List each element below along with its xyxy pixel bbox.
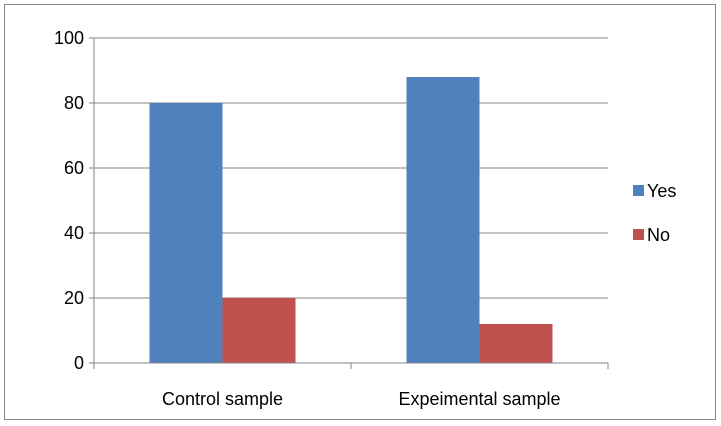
y-tick-label: 40 xyxy=(64,223,84,243)
y-tick-labels: 0 20 40 60 80 100 xyxy=(54,28,84,373)
bar-yes xyxy=(406,77,480,363)
legend-label: Yes xyxy=(647,181,676,201)
legend-swatch xyxy=(633,229,644,240)
legend-swatch xyxy=(633,185,644,196)
x-tick-label: Control sample xyxy=(162,389,283,409)
legend-item-yes: Yes xyxy=(633,181,676,201)
y-tick-label: 60 xyxy=(64,158,84,178)
x-tick-label: Expeimental sample xyxy=(398,389,560,409)
y-tick-label: 80 xyxy=(64,93,84,113)
chart-frame: 0 20 40 60 80 100 Control sample Expeimental s… xyxy=(4,4,716,420)
bar-yes xyxy=(149,103,223,363)
legend-label: No xyxy=(647,225,670,245)
axes xyxy=(89,37,609,369)
bar-no xyxy=(222,298,296,363)
bars xyxy=(149,77,553,363)
legend-item-no: No xyxy=(633,225,670,245)
bar-chart: 0 20 40 60 80 100 Control sample Expeimental s… xyxy=(54,28,676,409)
y-tick-label: 100 xyxy=(54,28,84,48)
x-tick-labels: Control sample Expeimental sample xyxy=(162,389,561,409)
bar-no xyxy=(479,324,553,363)
y-tick-label: 20 xyxy=(64,288,84,308)
legend: Yes No xyxy=(633,181,676,245)
y-tick-label: 0 xyxy=(74,353,84,373)
